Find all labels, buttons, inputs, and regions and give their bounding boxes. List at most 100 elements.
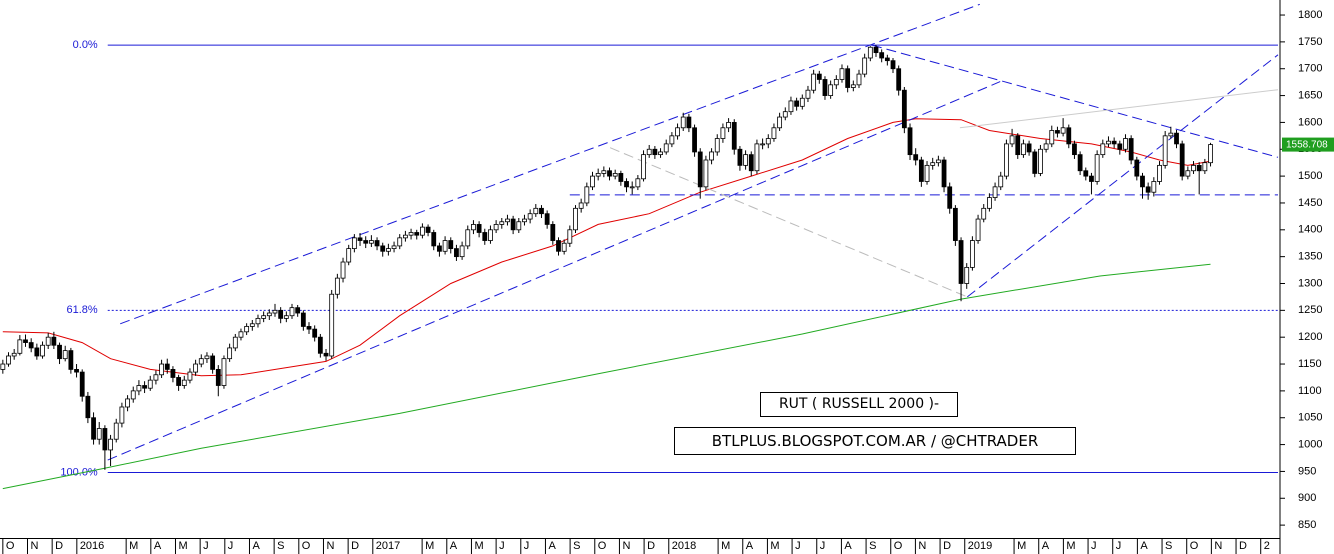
candle-body bbox=[1168, 132, 1174, 137]
candle-body bbox=[414, 232, 420, 236]
x-tick-label: N bbox=[622, 540, 630, 552]
candle-body bbox=[1145, 186, 1151, 193]
candle-body bbox=[306, 326, 312, 330]
candle-body bbox=[544, 213, 550, 225]
candle-body bbox=[1089, 175, 1094, 182]
candle-body bbox=[51, 336, 57, 346]
candle-body bbox=[159, 363, 164, 376]
x-tick-label: A bbox=[844, 540, 852, 552]
candle-body bbox=[198, 358, 204, 365]
candle-body bbox=[663, 143, 669, 153]
candle-body bbox=[113, 422, 119, 440]
candle-body bbox=[17, 339, 23, 354]
trendline bbox=[959, 89, 1279, 129]
candle-body bbox=[612, 173, 618, 177]
candle-body bbox=[573, 207, 578, 231]
candle-body bbox=[244, 326, 250, 333]
candle-body bbox=[907, 127, 913, 156]
candle-body bbox=[1066, 127, 1072, 145]
candle-body bbox=[482, 232, 488, 241]
annotation: RUT ( RUSSELL 2000 )- bbox=[760, 392, 958, 417]
candle-body bbox=[488, 229, 493, 241]
candle-body bbox=[408, 232, 414, 236]
candle-body bbox=[737, 148, 743, 166]
candle-body bbox=[567, 229, 573, 244]
level-label: 61.8% bbox=[67, 304, 98, 316]
candle-body bbox=[731, 122, 737, 150]
candle-body bbox=[45, 336, 51, 346]
x-tick-label: M bbox=[1066, 540, 1075, 552]
candle-body bbox=[323, 352, 329, 357]
candle-body bbox=[334, 277, 340, 295]
x-tick-label: D bbox=[1239, 540, 1247, 552]
y-tick-label: 1800 bbox=[1298, 9, 1322, 21]
candle-body bbox=[969, 240, 975, 268]
candle-body bbox=[374, 240, 380, 247]
candle-body bbox=[1015, 135, 1021, 156]
candle-body bbox=[119, 406, 125, 424]
candle-body bbox=[652, 148, 658, 156]
level-label: 100.0% bbox=[60, 466, 98, 478]
candle-body bbox=[624, 181, 629, 188]
trendline bbox=[871, 44, 1279, 158]
x-tick-label: O bbox=[598, 540, 607, 552]
candle-body bbox=[57, 344, 62, 360]
x-tick-label: S bbox=[1165, 540, 1172, 552]
candle-body bbox=[125, 398, 130, 408]
candle-body bbox=[108, 438, 113, 451]
candle-body bbox=[1179, 143, 1185, 177]
candle-body bbox=[850, 84, 856, 88]
candle-body bbox=[1202, 162, 1208, 172]
x-tick-label: O bbox=[302, 540, 311, 552]
candle-body bbox=[930, 162, 936, 166]
trendline bbox=[966, 54, 1279, 298]
y-tick-label: 1150 bbox=[1298, 358, 1322, 370]
candle-body bbox=[227, 347, 233, 360]
candle-body bbox=[385, 248, 391, 252]
y-tick-label: 1750 bbox=[1298, 36, 1322, 48]
x-tick-label: J bbox=[1116, 540, 1122, 552]
y-tick-label: 1050 bbox=[1298, 412, 1322, 424]
candle-body bbox=[0, 363, 6, 370]
candle-body bbox=[153, 374, 159, 381]
x-tick-label: M bbox=[178, 540, 187, 552]
y-tick-label: 1600 bbox=[1298, 116, 1322, 128]
y-tick-label: 1300 bbox=[1298, 277, 1322, 289]
candle-body bbox=[913, 154, 919, 161]
candle-body bbox=[1026, 143, 1032, 153]
x-tick-label: A bbox=[450, 540, 458, 552]
candle-body bbox=[539, 207, 544, 215]
x-tick-label: O bbox=[6, 540, 15, 552]
plot-area: 0.0% 61.8% 100.0% bbox=[0, 3, 1279, 490]
candle-body bbox=[601, 170, 607, 174]
candle-body bbox=[1128, 138, 1134, 161]
candle-body bbox=[765, 138, 771, 145]
candle-body bbox=[255, 317, 261, 325]
candle-body bbox=[1123, 138, 1128, 150]
candle-body bbox=[96, 428, 102, 440]
y-tick-label: 1500 bbox=[1298, 170, 1322, 182]
candle-body bbox=[454, 248, 459, 258]
candle-body bbox=[924, 164, 930, 182]
candle-body bbox=[692, 127, 697, 153]
candle-body bbox=[799, 97, 805, 107]
y-tick-label: 1400 bbox=[1298, 224, 1322, 236]
y-tick-label: 1200 bbox=[1298, 331, 1322, 343]
candle-body bbox=[357, 237, 363, 241]
candle-body bbox=[680, 116, 686, 129]
candle-body bbox=[23, 339, 28, 343]
candle-body bbox=[709, 151, 714, 161]
candle-body bbox=[890, 60, 896, 70]
candle-body bbox=[811, 73, 817, 91]
candle-body bbox=[1134, 159, 1140, 177]
candle-body bbox=[862, 57, 868, 75]
candle-body bbox=[754, 143, 760, 172]
candle-body bbox=[794, 100, 800, 107]
candle-body bbox=[164, 363, 170, 370]
x-tick-label: D bbox=[55, 540, 63, 552]
candle-body bbox=[1004, 143, 1009, 177]
candle-body bbox=[317, 336, 323, 354]
candle-body bbox=[1151, 181, 1157, 193]
